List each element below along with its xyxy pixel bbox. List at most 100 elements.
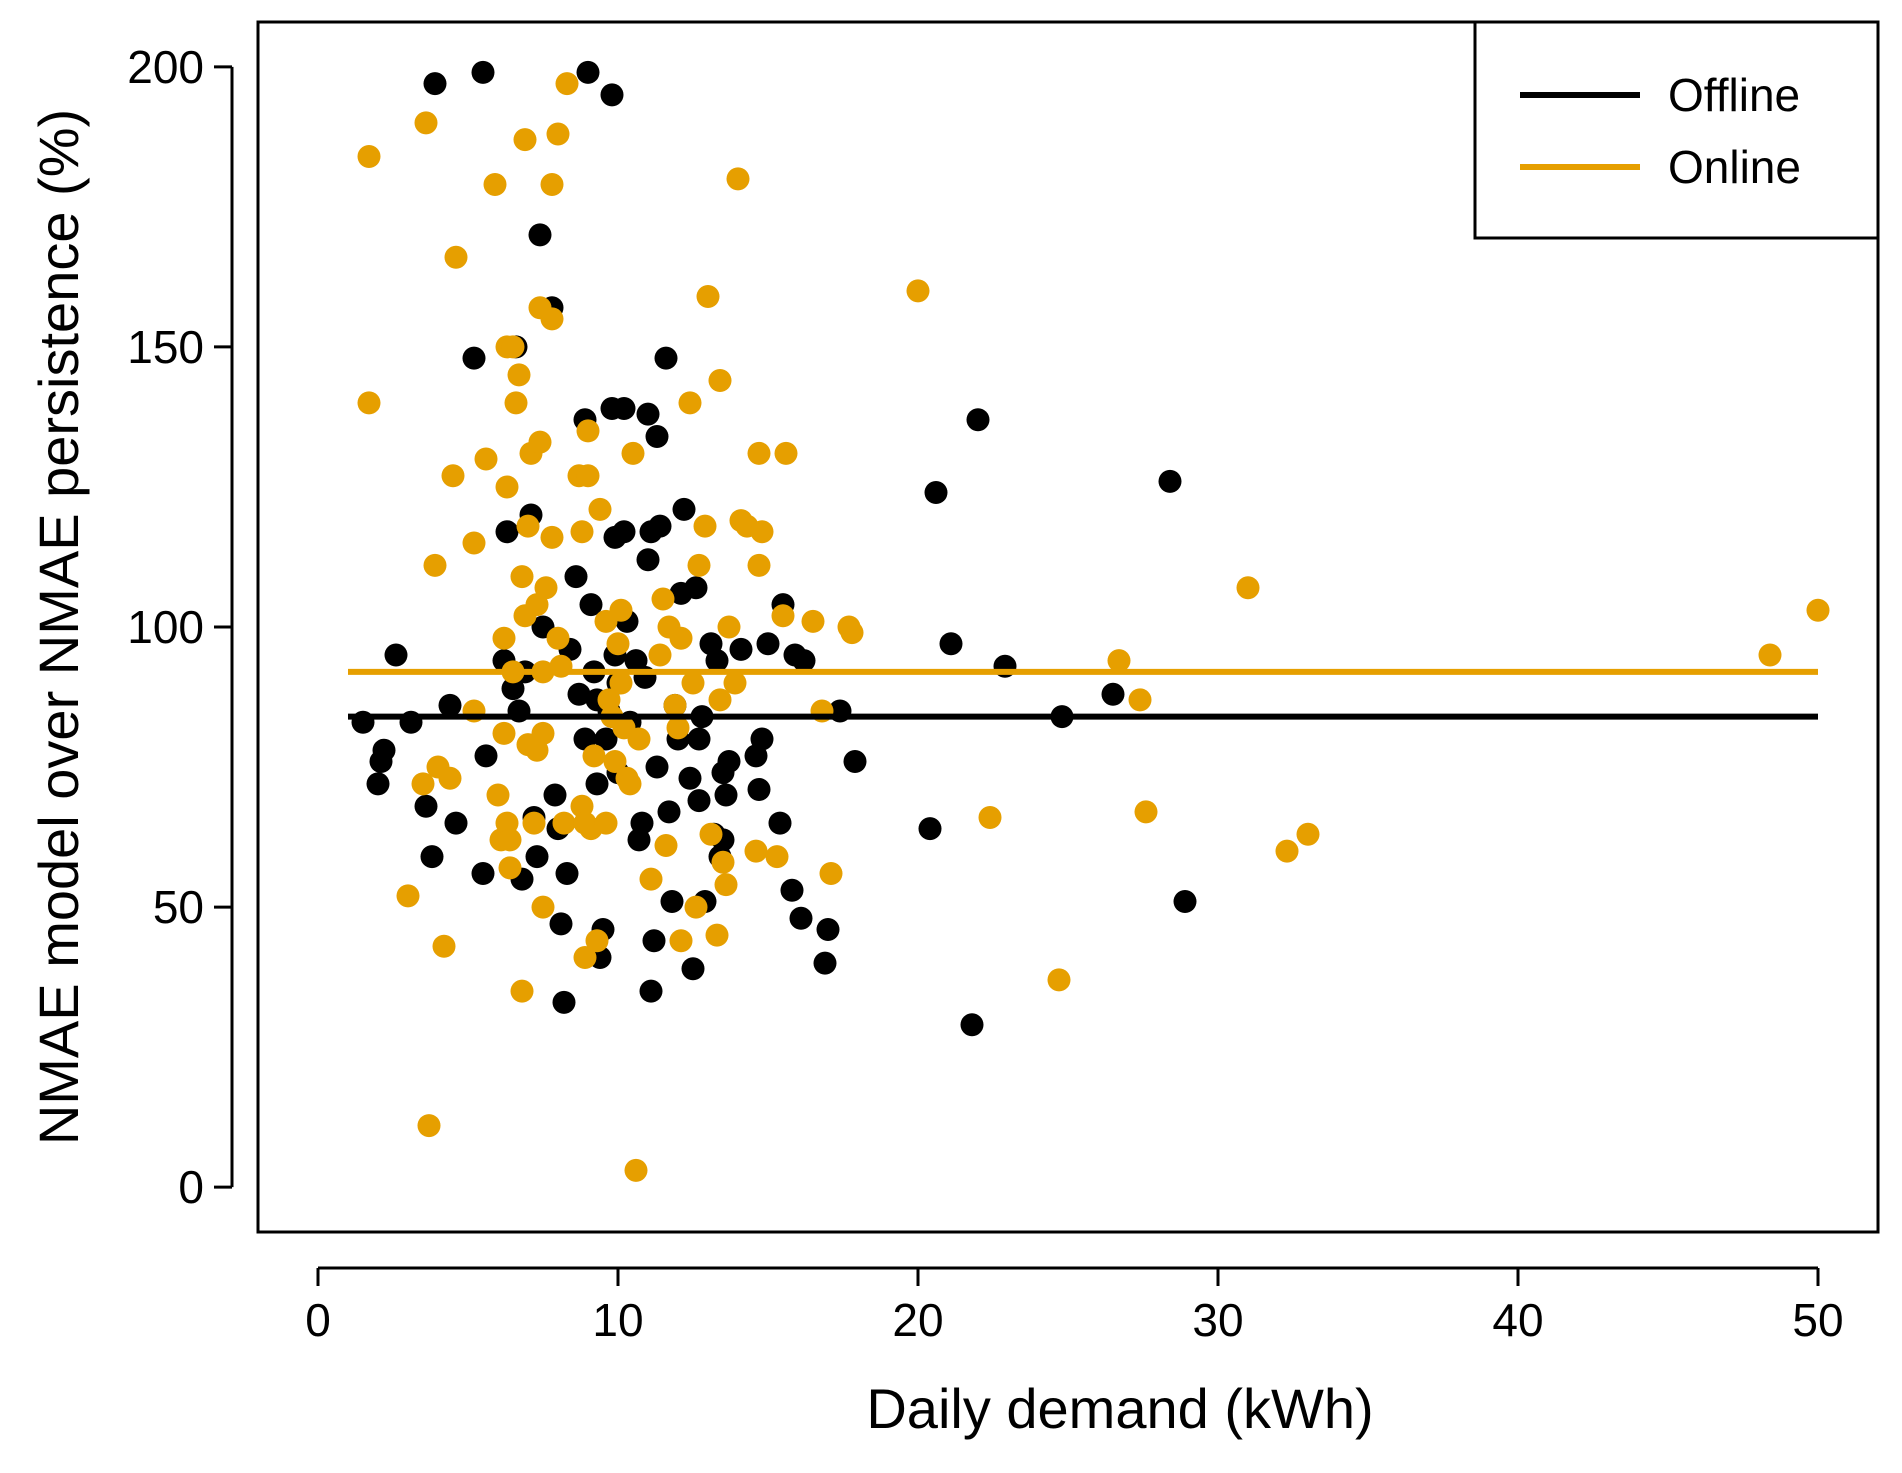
offline-point	[642, 929, 666, 953]
offline-point	[501, 677, 525, 701]
offline-point	[966, 408, 990, 432]
online-point	[582, 744, 606, 768]
offline-point	[579, 593, 603, 617]
online-point	[546, 122, 570, 146]
offline-point	[594, 727, 618, 751]
online-point	[573, 946, 597, 970]
online-point	[462, 531, 486, 555]
online-point	[417, 1114, 441, 1138]
online-point	[357, 144, 381, 168]
plot-frame	[256, 20, 1880, 1234]
online-point	[666, 716, 690, 740]
online-point	[711, 850, 735, 874]
online-point	[609, 671, 633, 695]
online-point	[396, 884, 420, 908]
offline-point	[414, 794, 438, 818]
offline-point	[612, 397, 636, 421]
offline-point	[636, 402, 660, 426]
online-point	[819, 861, 843, 885]
online-point	[423, 553, 447, 577]
offline-point	[657, 800, 681, 824]
offline-point	[648, 514, 672, 538]
online-point	[528, 430, 552, 454]
legend: Offline Online	[1473, 20, 1880, 240]
online-point	[840, 621, 864, 645]
online-point	[474, 447, 498, 471]
online-point	[684, 895, 708, 919]
offline-point	[612, 520, 636, 544]
offline-point	[1101, 682, 1125, 706]
online-point	[705, 923, 729, 947]
online-point	[498, 828, 522, 852]
online-point	[492, 626, 516, 650]
offline-point	[705, 649, 729, 673]
online-point	[444, 245, 468, 269]
offline-point	[420, 845, 444, 869]
online-point	[765, 845, 789, 869]
online-point	[978, 805, 1002, 829]
online-point	[540, 172, 564, 196]
offline-point	[495, 520, 519, 544]
online-point	[438, 766, 462, 790]
online-point	[906, 279, 930, 303]
online-point	[576, 419, 600, 443]
online-point	[603, 749, 627, 773]
offline-point	[573, 727, 597, 751]
x-tick-label: 0	[305, 1294, 331, 1346]
offline-point	[462, 346, 486, 370]
online-point	[501, 335, 525, 359]
online-point	[744, 839, 768, 863]
x-tick-label: 40	[1492, 1294, 1543, 1346]
online-point	[1806, 598, 1830, 622]
offline-point	[1158, 469, 1182, 493]
online-point	[513, 128, 537, 152]
mean-lines	[348, 668, 1818, 720]
online-point	[540, 525, 564, 549]
y-tick-label: 100	[127, 601, 204, 653]
offline-point	[645, 755, 669, 779]
offline-point	[555, 861, 579, 885]
offline-point	[372, 738, 396, 762]
online-point	[669, 929, 693, 953]
offline-point	[687, 727, 711, 751]
y-axis: 0 50 100 150 200	[127, 41, 234, 1213]
offline-point	[687, 789, 711, 813]
online-point	[723, 671, 747, 695]
offline-point	[474, 744, 498, 768]
online-point	[1107, 649, 1131, 673]
y-tick-label: 50	[153, 881, 204, 933]
online-point	[525, 593, 549, 617]
online-point	[1758, 643, 1782, 667]
offline-point	[756, 632, 780, 656]
online-point	[717, 615, 741, 639]
offline-point	[384, 643, 408, 667]
online-point	[747, 441, 771, 465]
offline-point	[639, 979, 663, 1003]
offline-point	[564, 565, 588, 589]
offline-point	[471, 861, 495, 885]
online-point	[714, 873, 738, 897]
online-point	[576, 464, 600, 488]
online-point	[648, 643, 672, 667]
online-point	[747, 553, 771, 577]
offline-point	[366, 772, 390, 796]
online-point	[726, 167, 750, 191]
offline-point	[924, 481, 948, 505]
online-point	[414, 111, 438, 135]
offline-point	[630, 811, 654, 835]
online-point	[1296, 822, 1320, 846]
online-point	[681, 671, 705, 695]
offline-point	[960, 1013, 984, 1037]
offline-point	[624, 649, 648, 673]
offline-point	[1173, 889, 1197, 913]
online-point	[663, 693, 687, 717]
online-point	[1236, 576, 1260, 600]
x-tick-label: 20	[892, 1294, 943, 1346]
offline-point	[918, 817, 942, 841]
online-point	[432, 934, 456, 958]
offline-point	[717, 749, 741, 773]
online-point	[687, 553, 711, 577]
online-point	[708, 369, 732, 393]
offline-point	[636, 548, 660, 572]
online-point	[483, 172, 507, 196]
